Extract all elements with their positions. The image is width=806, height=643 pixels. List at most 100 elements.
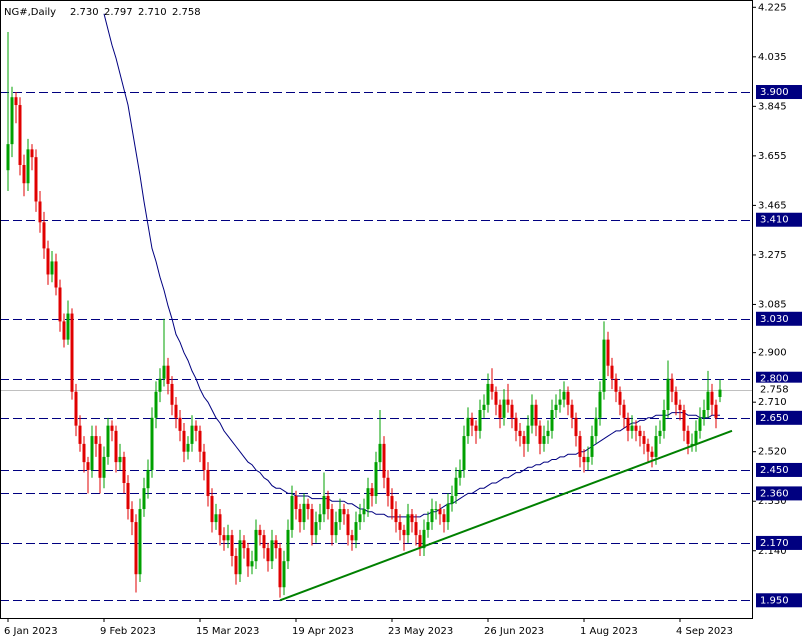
- candle-body: [294, 496, 298, 510]
- y-tick-label: 2.330: [758, 496, 787, 507]
- y-tick-label: 2.710: [758, 397, 787, 408]
- candle-body: [210, 496, 214, 523]
- candle-body: [618, 391, 622, 405]
- level-label: 2.650: [760, 413, 789, 424]
- candle-body: [114, 430, 118, 463]
- trendline: [279, 429, 733, 602]
- candle-body: [422, 529, 426, 549]
- candle-body: [146, 469, 150, 489]
- candle-body: [230, 535, 234, 556]
- candle: [218, 509, 222, 546]
- candle-body: [606, 339, 610, 366]
- candle: [306, 498, 310, 520]
- candle: [538, 420, 542, 455]
- candle-body: [642, 436, 646, 444]
- level-label: 3.030: [760, 314, 789, 325]
- candle: [694, 420, 698, 452]
- candle-body: [558, 399, 562, 405]
- y-tick-label: 3.085: [758, 299, 787, 310]
- candle-body: [554, 404, 558, 411]
- candle-body: [430, 509, 434, 523]
- candle-body: [282, 561, 286, 588]
- candle: [130, 501, 134, 536]
- candle: [154, 381, 158, 429]
- candle-body: [538, 425, 542, 444]
- candle-body: [566, 391, 570, 405]
- candle: [550, 399, 554, 439]
- candle: [614, 373, 618, 403]
- candle: [314, 511, 318, 543]
- candle: [114, 425, 118, 473]
- level-label-box: [756, 593, 802, 608]
- candle-body: [646, 443, 650, 452]
- candle: [286, 519, 290, 569]
- candle-body: [306, 503, 310, 510]
- candle: [586, 446, 590, 470]
- candle: [598, 381, 602, 426]
- candle: [530, 394, 534, 434]
- x-tick-label: 1 Aug 2023: [580, 626, 638, 637]
- candle-body: [266, 548, 270, 562]
- y-tick-label: 3.275: [758, 250, 787, 261]
- candle: [406, 503, 410, 543]
- candle: [506, 383, 510, 413]
- candle-body: [14, 97, 18, 106]
- candle: [642, 430, 646, 455]
- candle: [362, 498, 366, 523]
- candle: [582, 449, 586, 473]
- candle: [258, 524, 262, 546]
- candle: [78, 415, 82, 452]
- candle-body: [686, 430, 690, 444]
- candle: [110, 420, 114, 442]
- candle: [150, 407, 154, 478]
- candle: [174, 396, 178, 429]
- candle: [278, 542, 282, 598]
- candle-body: [458, 469, 462, 478]
- candle-body: [598, 391, 602, 418]
- candle-body: [234, 555, 238, 575]
- header-open: 2.730: [70, 7, 99, 18]
- y-tick-label: 3.845: [758, 101, 787, 112]
- candle-body: [250, 561, 254, 567]
- candle: [610, 357, 614, 390]
- candle: [38, 191, 42, 233]
- candle-body: [462, 436, 466, 470]
- candle-body: [406, 514, 410, 536]
- level-label: 2.170: [760, 538, 789, 549]
- candle: [366, 477, 370, 517]
- plot-area: [0, 13, 752, 602]
- candle-body: [78, 425, 82, 444]
- level-label-box: [756, 486, 802, 501]
- candle: [534, 399, 538, 437]
- candle: [270, 529, 274, 569]
- candle: [310, 503, 314, 546]
- candle-body: [202, 451, 206, 470]
- candle: [22, 154, 26, 197]
- candle: [442, 509, 446, 533]
- candle: [14, 92, 18, 124]
- candle-body: [194, 425, 198, 431]
- candle-body: [170, 383, 174, 405]
- level-label-box: [756, 535, 802, 550]
- y-tick-label: 3.465: [758, 200, 787, 211]
- candle: [354, 511, 358, 549]
- candle: [402, 524, 406, 551]
- y-tick-label: 2.900: [758, 348, 787, 359]
- candle-body: [62, 321, 66, 340]
- candle: [170, 376, 174, 416]
- x-tick-label: 19 Apr 2023: [292, 626, 354, 637]
- candle-body: [274, 540, 278, 549]
- y-tick-label: 2.520: [758, 447, 787, 458]
- candle-body: [74, 391, 78, 426]
- candle: [70, 308, 74, 400]
- candle: [574, 412, 578, 447]
- candle: [666, 360, 670, 418]
- candle: [386, 469, 390, 507]
- candle: [42, 211, 46, 259]
- candle-body: [50, 261, 54, 275]
- candle-body: [162, 365, 166, 379]
- candle-body: [582, 456, 586, 463]
- candle-body: [238, 540, 242, 575]
- candle: [714, 399, 718, 429]
- candle-body: [414, 522, 418, 536]
